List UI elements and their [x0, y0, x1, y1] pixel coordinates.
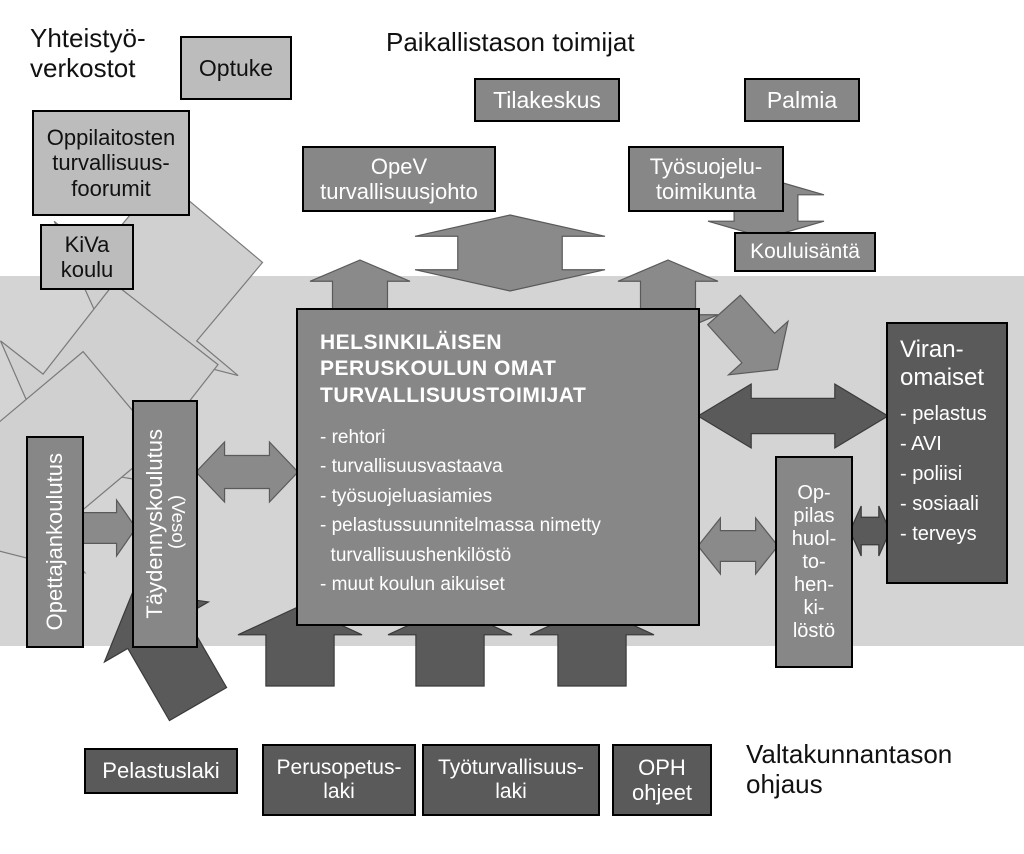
- arr-tayd-center: [196, 442, 298, 502]
- label-opettajankoulutus: Opettajankoulutus: [42, 453, 67, 630]
- node-viranomaiset: Viran-omaiset - pelastus- AVI- poliisi- …: [886, 322, 1008, 584]
- arr-center-opp: [698, 518, 778, 574]
- arr-center-vir: [698, 384, 888, 448]
- node-pelastuslaki: Pelastuslaki: [84, 748, 238, 794]
- viranomaiset-title: Viran-omaiset: [900, 336, 984, 391]
- label-taydennys-main: Täydennyskoulutus: [142, 429, 167, 619]
- arr-opett-tayd: [82, 500, 136, 556]
- viranomaiset-bullets: - pelastus- AVI- poliisi- sosiaali- terv…: [900, 399, 987, 549]
- node-foorumit: Oppilaitostenturvallisuus-foorumit: [32, 110, 190, 216]
- node-oppilashuolto: Op-pilashuol-to-hen-ki-löstö: [775, 456, 853, 668]
- node-tyoturvallisuuslaki: Työturvallisuus-laki: [422, 744, 600, 816]
- node-perusopetuslaki: Perusopetus-laki: [262, 744, 416, 816]
- label-taydennys-sub: (Veso): [167, 429, 189, 615]
- center-title: HELSINKILÄISEN PERUSKOULUN OMATTURVALLIS…: [320, 330, 676, 409]
- node-center: HELSINKILÄISEN PERUSKOULUN OMATTURVALLIS…: [296, 308, 700, 626]
- node-opev: OpeVturvallisuusjohto: [302, 146, 496, 212]
- heading-networks: Yhteistyö-verkostot: [30, 24, 146, 84]
- node-opettajankoulutus: Opettajankoulutus: [26, 436, 84, 648]
- heading-national: Valtakunnantason ohjaus: [746, 740, 1024, 800]
- label-taydennyskoulutus: Täydennyskoulutus (Veso): [142, 429, 189, 619]
- arr-tilakeskus: [415, 215, 605, 291]
- node-tilakeskus: Tilakeskus: [474, 78, 620, 122]
- node-tyosuojelu: Työsuojelu-toimikunta: [628, 146, 784, 212]
- arr-opp-vir: [850, 506, 890, 556]
- center-bullets: - rehtori- turvallisuusvastaava- työsuoj…: [320, 423, 676, 600]
- heading-local-actors: Paikallistason toimijat: [386, 28, 635, 58]
- diagram-stage: Yhteistyö-verkostot Paikallistason toimi…: [0, 0, 1024, 854]
- node-kiva: KiVakoulu: [40, 224, 134, 290]
- node-oph-ohjeet: OPHohjeet: [612, 744, 712, 816]
- node-palmia: Palmia: [744, 78, 860, 122]
- node-optuke: Optuke: [180, 36, 292, 100]
- node-kouluisanta: Kouluisäntä: [734, 232, 876, 272]
- node-taydennyskoulutus: Täydennyskoulutus (Veso): [132, 400, 198, 648]
